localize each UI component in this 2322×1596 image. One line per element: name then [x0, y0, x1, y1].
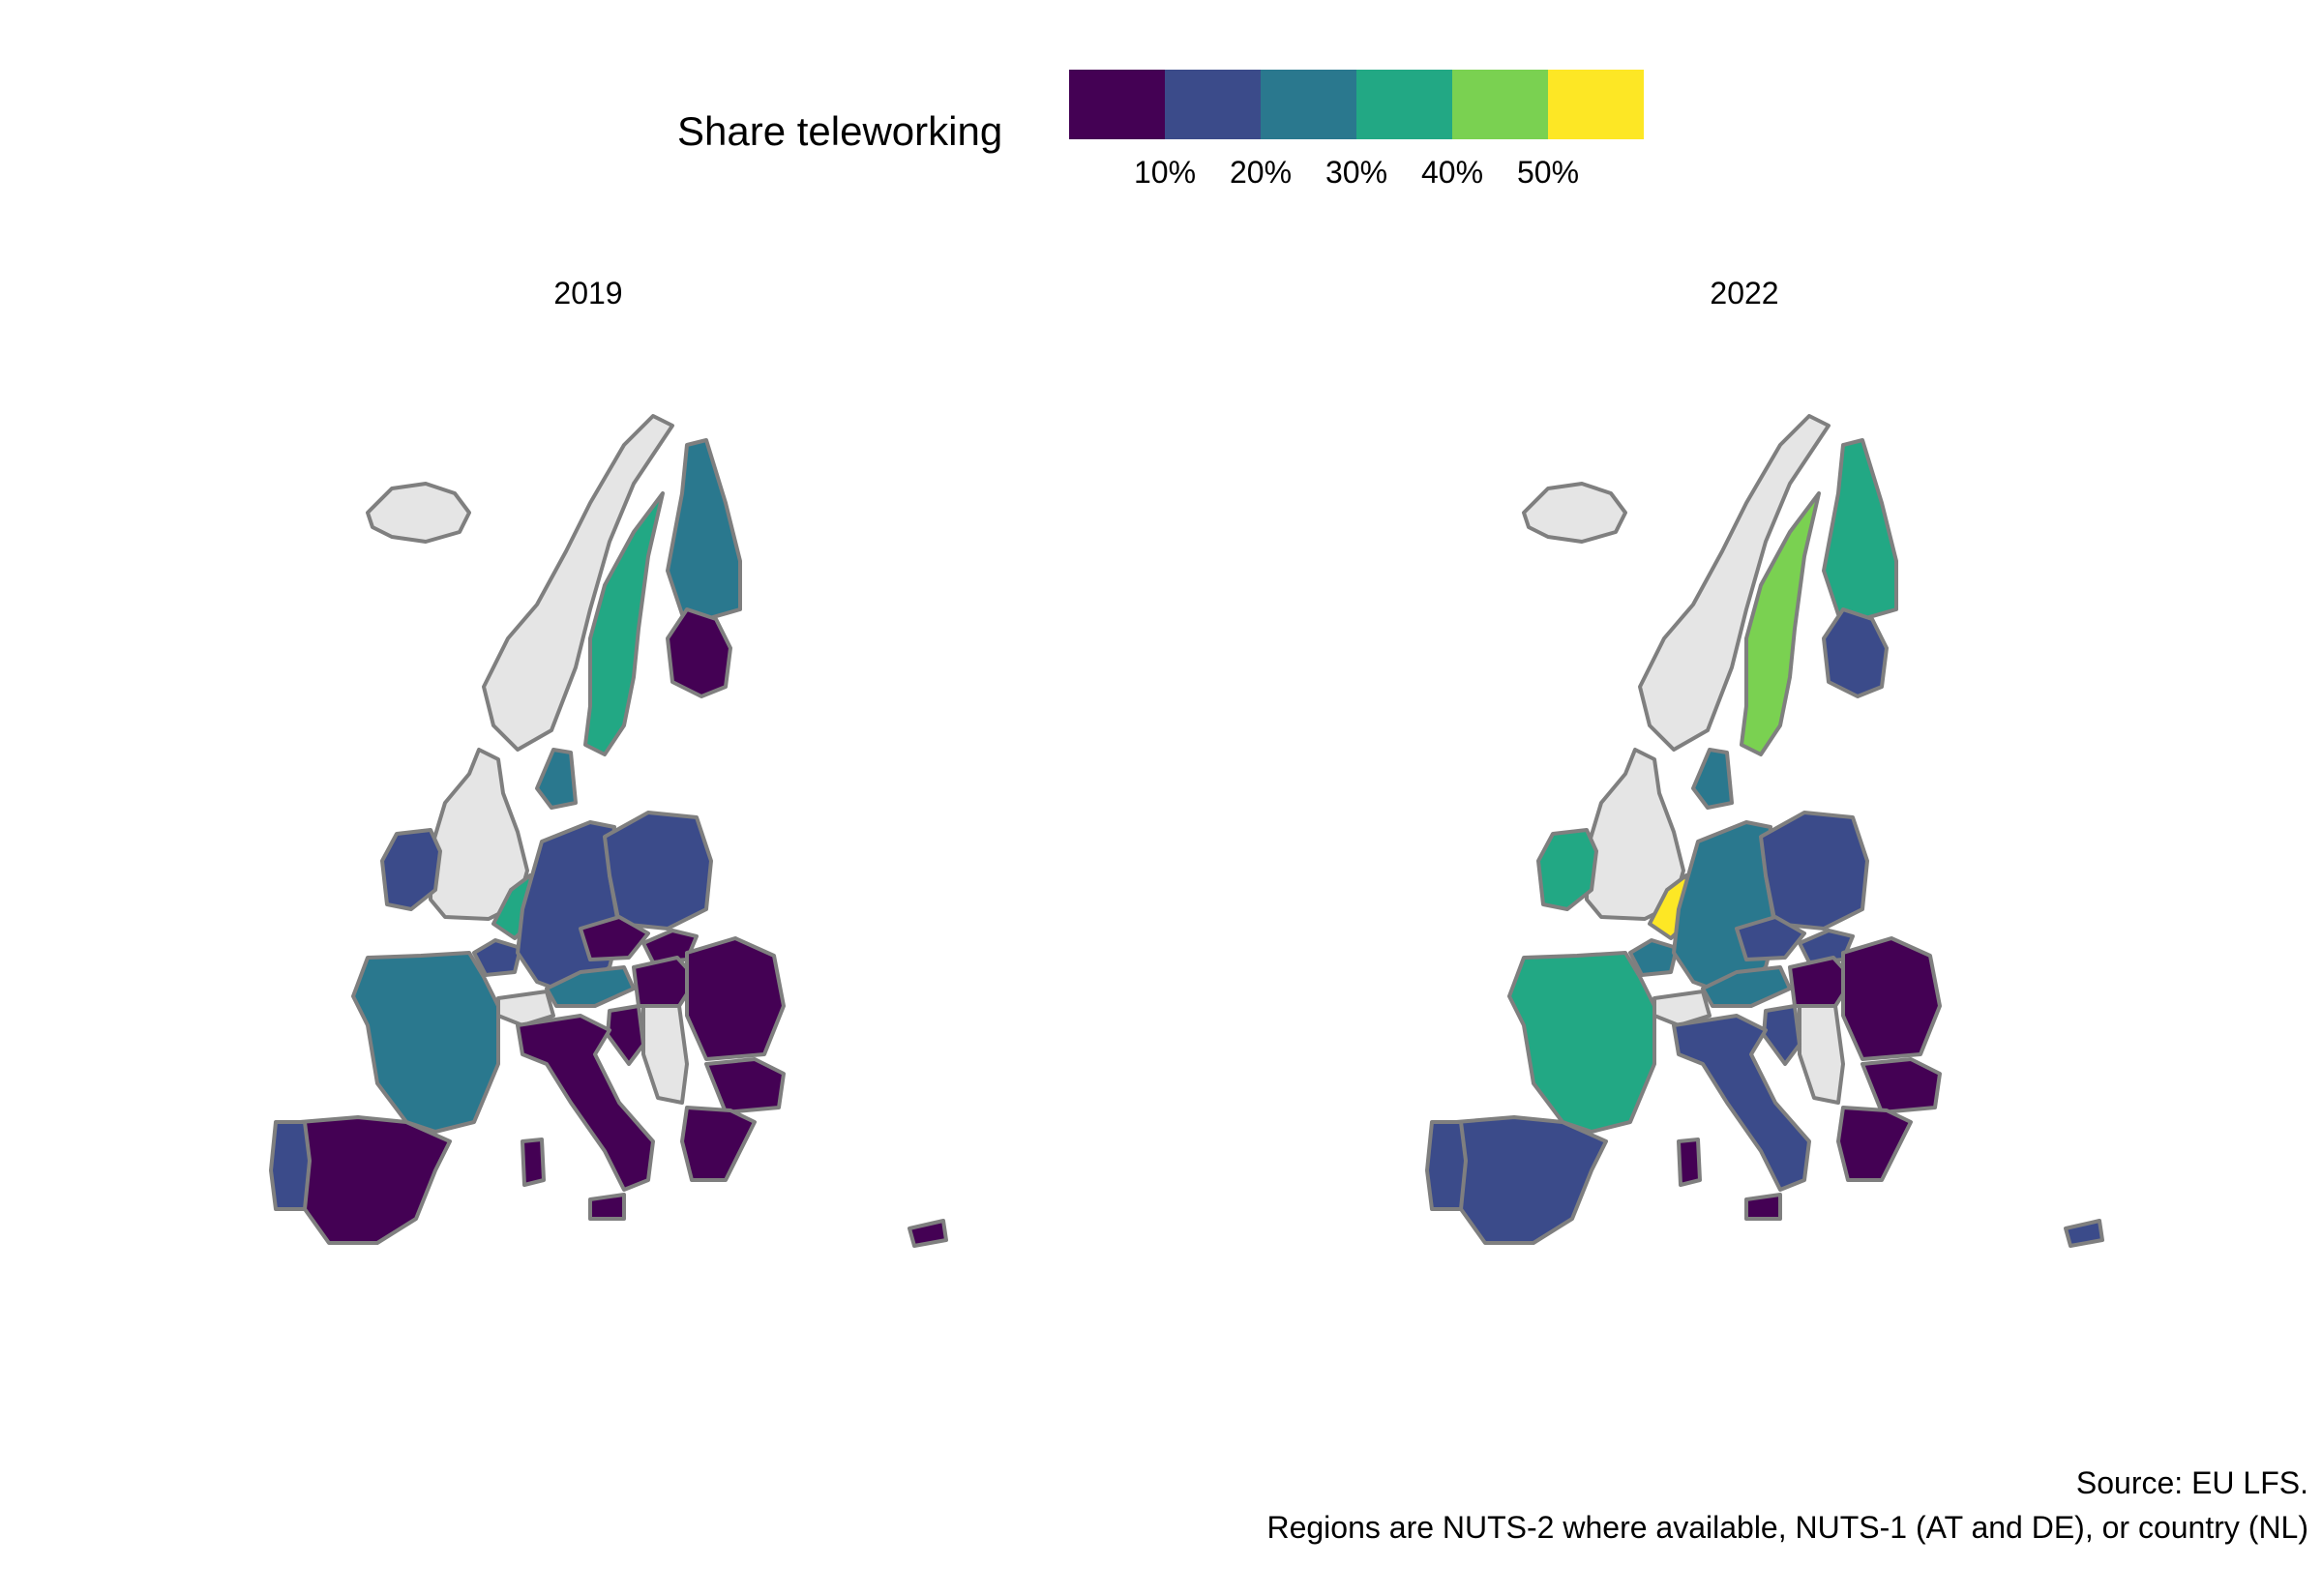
- region-sweden-2022: [1740, 491, 1821, 756]
- map-regions-2019: [269, 414, 948, 1248]
- region-sardinia-2022: [1677, 1138, 1702, 1187]
- legend-swatch-3: [1356, 70, 1452, 139]
- region-norway-2022: [1638, 414, 1831, 752]
- region-poland-2019: [603, 811, 713, 931]
- region-croatia-2019: [606, 1004, 645, 1066]
- region-sardinia-2019: [521, 1138, 546, 1187]
- legend-swatch-1: [1165, 70, 1261, 139]
- region-baltics-2022: [1822, 607, 1889, 698]
- region-finland-2022: [1822, 438, 1898, 621]
- region-france-2022: [1507, 951, 1656, 1134]
- region-greece-2019: [680, 1106, 757, 1182]
- region-sicily-2019: [588, 1193, 626, 1221]
- region-belgium-2019: [472, 938, 522, 977]
- region-iceland-2022: [1522, 482, 1627, 544]
- panel-title-2022: 2022: [1710, 276, 1779, 310]
- region-portugal-2019: [269, 1120, 312, 1211]
- region-austria-2019: [545, 965, 636, 1008]
- region-spain-2019: [298, 1115, 452, 1245]
- legend-title: Share teleworking: [677, 108, 1003, 154]
- region-croatia-2022: [1762, 1004, 1801, 1066]
- source-note: Source: EU LFS.: [2075, 1465, 2308, 1500]
- region-italy-2019: [516, 1014, 655, 1192]
- legend-colorbar: [1069, 70, 1644, 139]
- region-cyprus-2019: [908, 1219, 948, 1248]
- map-2019: [269, 414, 948, 1248]
- legend-swatch-0: [1069, 70, 1165, 139]
- legend-tick-30: 30%: [1325, 155, 1388, 190]
- legend-swatch-4: [1452, 70, 1548, 139]
- region-cyprus-2022: [2064, 1219, 2104, 1248]
- region-balkans-2022: [1798, 1004, 1845, 1105]
- region-ireland-2019: [380, 828, 442, 911]
- panel-title-2019: 2019: [553, 276, 623, 310]
- region-norway-2019: [482, 414, 674, 752]
- region-greece-2022: [1836, 1106, 1913, 1182]
- region-denmark-2019: [535, 748, 578, 810]
- legend-tick-10: 10%: [1133, 155, 1197, 190]
- region-czechia-2019: [579, 915, 650, 961]
- region-ireland-2022: [1536, 828, 1598, 911]
- region-denmark-2022: [1691, 748, 1734, 810]
- region-sweden-2019: [583, 491, 665, 756]
- region-bulgaria-2022: [1861, 1057, 1942, 1114]
- legend-tick-20: 20%: [1229, 155, 1293, 190]
- region-uk-2019: [429, 748, 529, 921]
- region-austria-2022: [1701, 965, 1792, 1008]
- region-baltics-2019: [666, 607, 732, 698]
- region-spain-2022: [1454, 1115, 1608, 1245]
- region-romania-2022: [1841, 936, 1942, 1061]
- region-uk-2022: [1585, 748, 1685, 921]
- region-poland-2022: [1759, 811, 1869, 931]
- region-finland-2019: [666, 438, 742, 621]
- region-romania-2019: [685, 936, 786, 1061]
- region-balkans-2019: [641, 1004, 689, 1105]
- legend-swatch-5: [1548, 70, 1644, 139]
- legend-tick-50: 50%: [1516, 155, 1580, 190]
- legend-swatch-2: [1261, 70, 1356, 139]
- legend-tick-labels: 10% 20% 30% 40% 50%: [1069, 155, 1644, 193]
- region-belgium-2022: [1628, 938, 1679, 977]
- region-portugal-2022: [1425, 1120, 1468, 1211]
- region-czechia-2022: [1735, 915, 1806, 961]
- region-slovakia-2019: [641, 929, 699, 964]
- regions-note: Regions are NUTS-2 where available, NUTS…: [1266, 1510, 2308, 1545]
- region-france-2019: [351, 951, 500, 1134]
- map-regions-2022: [1425, 414, 2104, 1248]
- map-2022: [1425, 414, 2104, 1248]
- region-iceland-2019: [366, 482, 471, 544]
- region-bulgaria-2019: [704, 1057, 786, 1114]
- legend-tick-40: 40%: [1420, 155, 1484, 190]
- region-italy-2022: [1672, 1014, 1811, 1192]
- region-slovakia-2022: [1798, 929, 1855, 964]
- region-sicily-2022: [1744, 1193, 1782, 1221]
